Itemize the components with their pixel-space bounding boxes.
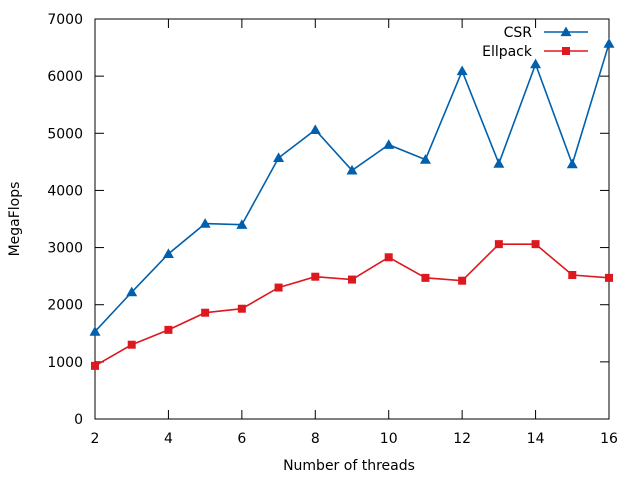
series-csr-point [236,219,248,229]
series-csr-point [566,158,578,169]
series-csr-point [346,164,358,175]
series-ellpack-point [164,325,173,334]
y-tick-label: 7000 [47,12,83,28]
series-csr-point [89,326,101,336]
y-tick-label: 2000 [47,298,83,314]
y-tick-label: 0 [74,412,83,428]
series-csr-point [309,124,321,134]
y-tick-label: 1000 [47,355,83,371]
legend: CSR Ellpack [482,25,588,60]
series-ellpack-point [458,276,467,285]
legend-marker-csr [560,26,572,37]
legend-marker-ellpack [562,47,570,55]
plot-frame [94,18,610,420]
y-tick-label: 6000 [47,69,83,85]
series-ellpack-point [311,272,320,281]
series-ellpack-point [201,308,210,317]
series-ellpack-point [531,240,540,249]
series-ellpack-point [605,273,613,282]
series-ellpack-line [94,243,610,367]
series-csr-line [94,43,610,333]
y-tick-label: 5000 [47,126,83,142]
series-csr-point [273,152,285,162]
x-tick-label: 8 [311,431,320,447]
legend-label-ellpack: Ellpack [482,44,533,60]
y-axis-title: MegaFlops [7,182,23,257]
series-csr-point [199,218,211,228]
x-tick-label: 6 [237,431,246,447]
x-tick-label: 16 [600,431,618,447]
x-tick-label: 10 [380,431,398,447]
series-csr-point [493,158,505,168]
x-axis-title: Number of threads [283,458,415,474]
x-tick-label: 12 [453,431,471,447]
y-tick-label: 3000 [47,241,83,257]
axis-ticks: 0 1000 2000 3000 4000 5000 6000 7000 2 4 6 8 10 12 14 1… [47,12,618,447]
legend-label-csr: CSR [504,25,533,41]
series-ellpack-point [127,340,136,349]
series-ellpack-point [421,273,430,282]
series-ellpack-point [348,275,356,284]
series-csr-point [419,154,431,164]
x-tick-label: 4 [164,431,173,447]
series-ellpack [91,240,613,370]
series-ellpack-point [384,253,393,262]
series-ellpack-point [494,240,503,249]
series-ellpack-point [237,304,246,313]
series-csr-point [126,286,138,297]
x-tick-label: 2 [91,431,100,447]
series-csr [89,38,615,336]
series-ellpack-point [274,283,283,292]
series-ellpack-point [91,361,99,370]
series-csr-point [456,65,468,76]
y-tick-label: 4000 [47,183,83,199]
series-ellpack-point [568,271,577,279]
x-tick-label: 14 [527,431,545,447]
series-csr-point [162,248,174,258]
series-csr-point [603,38,615,48]
series-csr-point [383,139,395,149]
series-layer [89,38,615,370]
series-csr-point [530,58,542,69]
